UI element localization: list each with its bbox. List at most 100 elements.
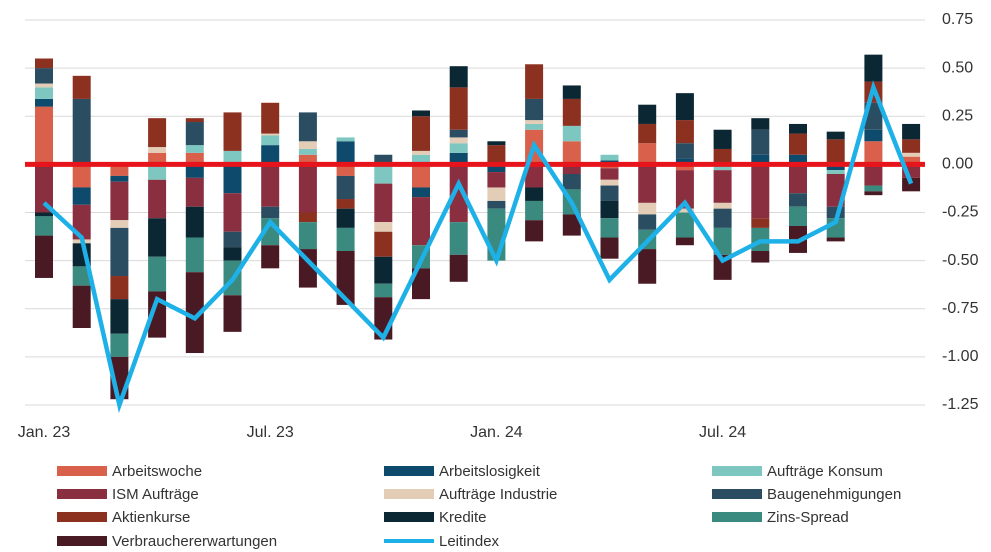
bar-segment [35,83,53,88]
legend-label: Arbeitswoche [112,463,202,480]
bar-segment [600,185,619,201]
bar-segment [298,148,317,155]
bar-segment [412,150,430,155]
bar-segment [864,129,883,142]
bar-segment [751,218,770,228]
legend-label: Arbeitslosigkeit [439,463,541,480]
bar-segment [336,175,355,200]
bar-segment [185,118,204,123]
bar-segment [336,137,355,142]
bar-segment [638,214,657,230]
bar-segment [374,164,393,184]
bar-segment [902,177,921,192]
bar-segment [864,191,883,196]
legend-label: Leitindex [439,533,500,550]
bar-segment [826,237,845,242]
bar-segment [713,148,732,165]
bar-segment [374,222,393,232]
bar-segment [600,168,619,180]
bar-segment [675,237,694,246]
bar-segment [148,164,167,180]
bar-segment [751,251,770,263]
bar-segment [751,118,770,130]
bar-segment [826,206,845,219]
bar-segment [487,164,506,173]
bar-segment [261,206,280,219]
bar-segment [525,187,544,201]
bar-segment [72,187,91,205]
bar-segment [110,227,129,277]
bar-segment [223,150,242,165]
bar-segment [600,179,619,186]
bar-segment [864,164,883,186]
bar-segment [298,141,317,149]
bar-segment [638,104,657,124]
bar-segment [713,254,732,280]
y-tick-label: 0.25 [942,107,973,124]
bar-segment [35,98,53,107]
bar-segment [826,131,845,140]
x-tick-label: Jan. 24 [470,424,523,441]
bar-segment [713,164,732,171]
y-tick-label: -1.00 [942,348,979,365]
bar-segment [562,214,581,236]
bar-segment [298,222,317,250]
bar-segment [600,218,619,238]
bar-segment [35,212,53,217]
bar-segment [638,249,657,284]
bar-segment [449,87,468,130]
y-tick-label: -1.25 [942,396,979,413]
bar-segment [902,139,921,153]
y-tick-label: -0.50 [942,252,979,269]
y-tick-label: -0.75 [942,300,979,317]
bar-segment [864,54,883,82]
bar-segment [562,164,581,174]
x-tick-label: Jan. 23 [18,424,71,441]
bar-segment [675,164,694,171]
bar-segment [412,154,430,165]
bar-segment [110,175,129,182]
bar-segment [713,202,732,209]
legend: Arbeitswoche Arbeitslosigkeit Aufträge Kon… [57,463,901,550]
bar-segment [223,231,242,248]
bar-segment [864,185,883,192]
bar-segment [412,268,430,300]
y-tick-label: 0.00 [942,156,973,173]
legend-swatch [384,512,434,522]
bar-segment [449,66,468,88]
legend-label: Zins-Spread [767,509,849,526]
bar-segment [600,154,619,161]
bar-segment [374,183,393,223]
bar-segment [789,133,807,155]
bar-segment [223,247,242,261]
bar-segment [261,135,280,146]
bar-segment [449,129,468,138]
bar-segment [525,164,544,188]
bar-segment [751,129,770,155]
bar-segment [449,164,468,223]
bar-segment [675,93,694,121]
legend-swatch [57,489,107,499]
bar-segment [110,220,129,228]
bar-segment [675,120,694,144]
bar-segment [638,164,657,203]
bar-segment [148,118,167,148]
legend-label: Verbrauchererwartungen [112,533,277,550]
bar-segment [72,98,91,165]
bar-segment [298,154,317,165]
line-series [42,80,914,414]
bar-segment [638,123,657,144]
legend-label: Aktienkurse [112,509,190,526]
bar-segment [110,276,129,300]
bar-segment [223,112,242,151]
bar-segment [449,143,468,153]
bar-segment [826,139,845,165]
bar-segment [713,170,732,203]
legend-label: Kredite [439,509,487,526]
bar-segment [675,212,694,238]
bar-segment [298,164,317,213]
bar-segment [110,333,129,357]
bar-segment [525,200,544,221]
legend-label: Baugenehmigungen [767,486,901,503]
